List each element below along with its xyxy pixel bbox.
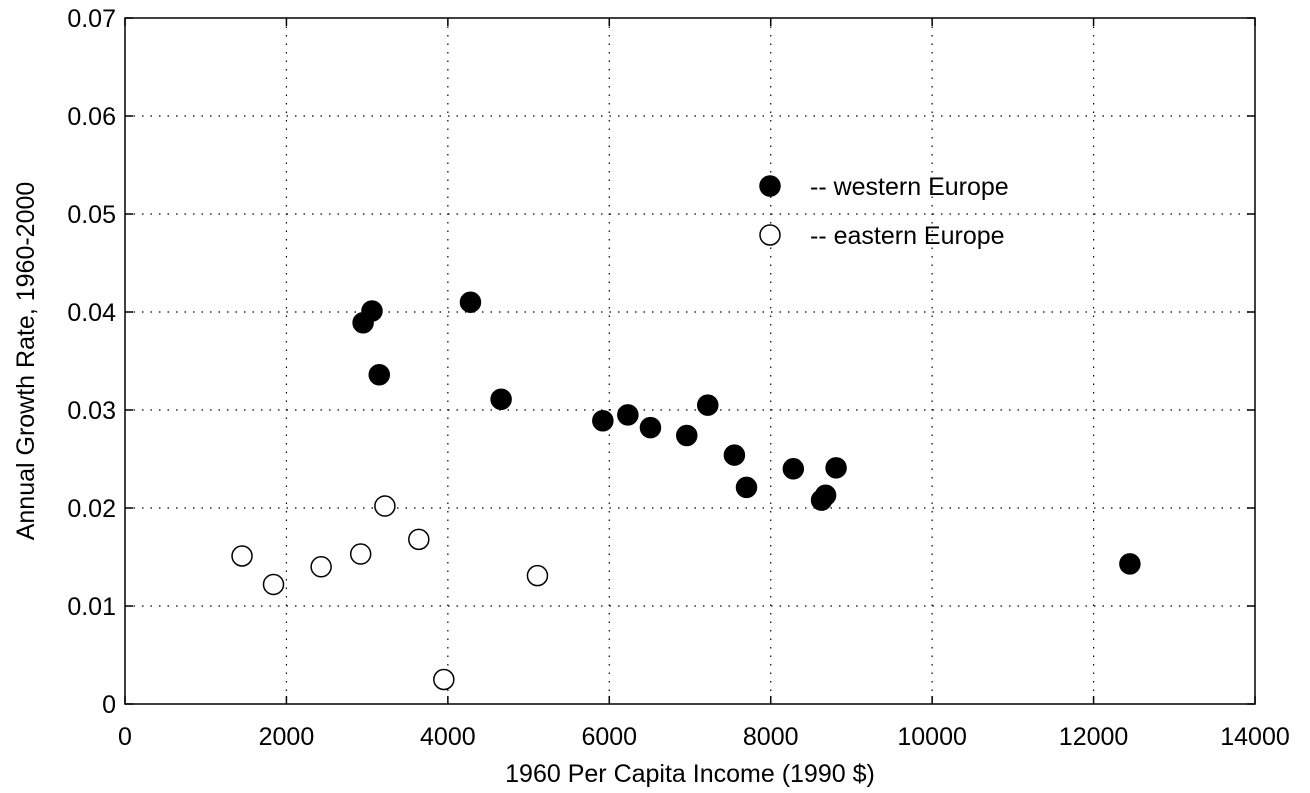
eastern-europe-point [433, 668, 455, 691]
western-europe-point [676, 424, 698, 447]
axis-ticks: 0 2000 4000 6000 8000 10000 12000 14000 0 0.01 0.0… [67, 5, 1289, 751]
x-tick-label: 12000 [1059, 723, 1129, 751]
y-tick-label: 0.06 [67, 103, 116, 131]
legend-label-eastern-europe: -- eastern Europe [810, 222, 1005, 250]
y-tick-label: 0.04 [67, 299, 116, 327]
eastern-europe-point [231, 545, 253, 567]
western-europe-point [825, 457, 847, 479]
eastern-europe-point [349, 543, 372, 565]
x-tick-label: 10000 [897, 723, 967, 751]
x-axis-label: 1960 Per Capita Income (1990 $) [505, 760, 875, 788]
eastern-europe-point [262, 573, 285, 596]
data-points [231, 291, 1141, 691]
western-europe-point [639, 416, 662, 439]
western-europe-point [723, 444, 746, 466]
eastern-europe-point [310, 556, 332, 578]
legend-label-western-europe: -- western Europe [810, 173, 1009, 201]
y-tick-label: 0 [102, 691, 116, 719]
gridlines [125, 18, 1255, 704]
x-tick-label: 8000 [743, 723, 799, 751]
y-tick-label: 0.03 [67, 397, 116, 425]
legend-marker-western-europe [759, 175, 781, 197]
y-tick-label: 0.05 [67, 201, 116, 229]
eastern-europe-point [526, 564, 549, 587]
eastern-europe-point [408, 528, 430, 551]
western-europe-point [490, 388, 512, 410]
western-europe-point [814, 484, 837, 507]
plot-area-frame [124, 17, 1256, 705]
western-europe-point [782, 458, 805, 480]
x-tick-label: 14000 [1220, 723, 1290, 751]
western-europe-point [1119, 553, 1141, 575]
x-tick-label: 0 [118, 723, 132, 751]
x-tick-label: 6000 [581, 723, 637, 751]
western-europe-point [592, 410, 614, 432]
western-europe-point [368, 363, 390, 386]
legend: -- western Europe -- eastern Europe [759, 173, 1009, 250]
legend-marker-eastern-europe [759, 224, 781, 246]
y-tick-label: 0.01 [67, 593, 116, 621]
y-tick-label: 0.02 [67, 495, 116, 523]
x-tick-label: 4000 [420, 723, 476, 751]
western-europe-point [735, 476, 758, 499]
x-tick-label: 2000 [259, 723, 315, 751]
western-europe-point [617, 404, 639, 426]
western-europe-point [697, 394, 719, 416]
western-europe-point [361, 300, 383, 322]
y-axis-label: Annual Growth Rate, 1960-2000 [12, 182, 40, 541]
y-tick-label: 0.07 [67, 5, 116, 33]
eastern-europe-point [374, 495, 396, 517]
western-europe-point [459, 291, 482, 313]
